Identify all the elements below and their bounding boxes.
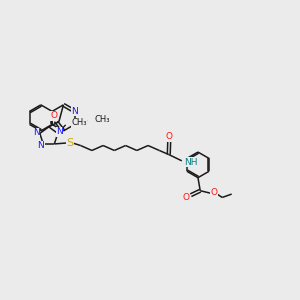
Text: N: N [71, 107, 78, 116]
Text: CH₃: CH₃ [71, 118, 87, 127]
Text: O: O [50, 112, 57, 121]
Text: N: N [33, 128, 40, 137]
Text: O: O [166, 133, 173, 142]
Text: S: S [67, 138, 74, 148]
Text: O: O [211, 188, 218, 197]
Text: NH: NH [184, 158, 197, 167]
Text: N: N [37, 141, 44, 150]
Text: N: N [71, 120, 78, 129]
Text: O: O [183, 193, 190, 202]
Text: N: N [56, 127, 63, 136]
Text: CH₃: CH₃ [94, 115, 110, 124]
